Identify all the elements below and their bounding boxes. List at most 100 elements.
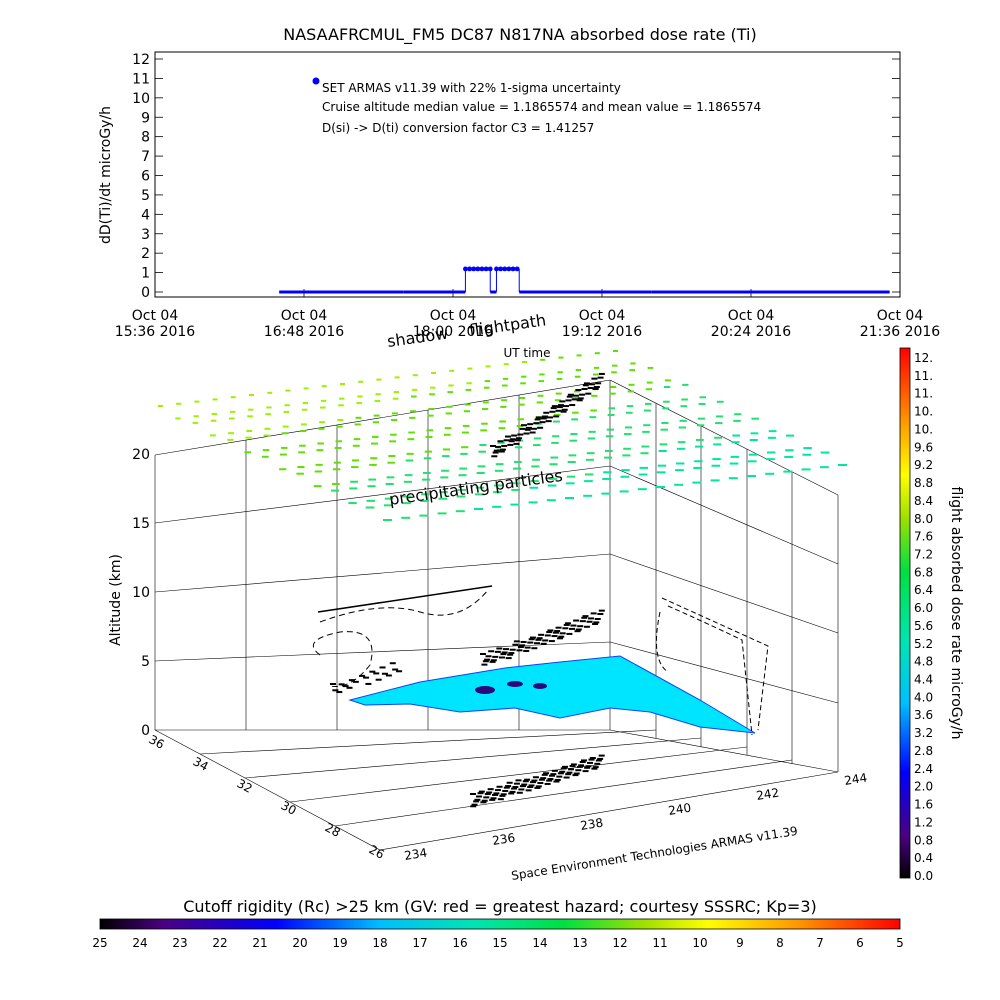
y-tick-label: 11 xyxy=(132,71,150,87)
particle-marker xyxy=(678,426,687,429)
longitude-tick-label: 240 xyxy=(667,801,692,818)
particle-marker xyxy=(494,469,503,472)
flightpath-marker xyxy=(342,685,349,688)
shadow-surface xyxy=(348,655,756,734)
particle-marker xyxy=(158,405,163,407)
flightpath-marker xyxy=(584,766,591,769)
x-tick-label-date: Oct 04 xyxy=(579,308,626,324)
particle-marker xyxy=(587,437,596,440)
flightpath-marker xyxy=(521,783,528,786)
particle-marker xyxy=(731,441,740,444)
flightpath-marker xyxy=(530,427,537,430)
particle-marker xyxy=(664,379,671,382)
x-tick-label-date: Oct 04 xyxy=(430,308,477,324)
rigidity-colorbar-tick-label: 5 xyxy=(896,936,904,950)
particle-marker xyxy=(584,473,594,476)
flightpath-marker xyxy=(504,435,511,438)
particle-marker xyxy=(765,472,775,475)
particle-marker xyxy=(315,463,323,466)
particle-marker xyxy=(697,417,705,420)
particle-marker xyxy=(664,386,671,389)
flightpath-marker xyxy=(363,676,370,679)
particle-marker xyxy=(711,464,721,467)
particle-marker xyxy=(500,405,507,408)
annotation-conversion-factor: D(si) -> D(ti) conversion factor C3 = 1.… xyxy=(322,121,594,135)
particle-marker xyxy=(555,392,562,395)
particle-marker xyxy=(463,410,471,413)
particle-marker xyxy=(588,430,596,433)
flightpath-marker xyxy=(593,386,600,389)
particle-marker xyxy=(571,418,579,421)
flightpath-marker xyxy=(470,805,477,808)
flightpath-marker xyxy=(496,647,503,650)
particle-marker xyxy=(429,393,435,396)
rigidity-colorbar-tick-label: 11 xyxy=(652,936,667,950)
particle-marker xyxy=(248,408,254,411)
flight-track-side-c xyxy=(655,611,669,673)
flightpath-marker xyxy=(544,782,551,785)
particle-marker xyxy=(502,384,508,387)
flightpath-marker xyxy=(582,615,589,618)
flightpath-marker xyxy=(585,765,592,768)
projection-curves xyxy=(312,585,769,736)
flightpath-marker xyxy=(373,672,380,675)
footer-credit: Space Environment Technologies ARMAS v11… xyxy=(510,824,798,883)
flightpath-marker xyxy=(552,631,559,634)
particle-marker xyxy=(556,377,563,380)
dose-colorbar-tick-label: 5.6 xyxy=(914,619,933,633)
particle-marker xyxy=(176,402,182,405)
particle-marker xyxy=(262,449,270,452)
flightpath-marker xyxy=(522,780,529,783)
particle-marker xyxy=(658,450,667,453)
back-top-edge xyxy=(154,379,611,456)
particle-marker xyxy=(314,470,323,473)
flightpath-marker xyxy=(508,792,515,795)
flightpath-marker xyxy=(583,625,590,628)
flightpath-marker xyxy=(561,408,568,411)
dose-colorbar-ticks: 12. 11. 11. 10. 10. 9.6 9.2 8.8 8.4 8.0 7.6 7.2 6.8 6… xyxy=(914,351,933,883)
flightpath-marker xyxy=(516,649,523,652)
particle-marker xyxy=(357,395,363,398)
particle-marker xyxy=(593,366,600,369)
flightpath-marker xyxy=(570,763,577,766)
particle-marker xyxy=(406,452,414,455)
grid-side-5 xyxy=(609,641,839,704)
particle-marker xyxy=(533,444,541,447)
particle-marker xyxy=(531,465,540,468)
latitude-tick-label: 28 xyxy=(323,820,343,840)
flightpath-marker xyxy=(541,415,548,418)
particle-marker xyxy=(455,510,465,513)
particle-marker xyxy=(372,421,380,424)
flightpath-marker xyxy=(554,630,561,633)
particle-marker xyxy=(693,466,702,469)
particle-marker xyxy=(442,455,450,458)
flightpath-marker xyxy=(534,418,541,421)
flightpath-marker xyxy=(570,624,577,627)
x-tick-label-date: Oct 04 xyxy=(728,308,775,324)
flightpath-marker xyxy=(574,630,581,633)
particle-marker xyxy=(313,485,322,488)
particle-marker xyxy=(610,385,617,388)
flightpath-marker xyxy=(381,672,388,675)
particle-marker xyxy=(355,416,362,419)
flightpath-marker xyxy=(553,780,560,783)
patch xyxy=(533,683,547,689)
particle-marker xyxy=(537,394,544,397)
flightpath-marker xyxy=(592,387,599,390)
particle-marker xyxy=(732,434,741,437)
particle-marker xyxy=(766,451,776,454)
particle-marker xyxy=(637,488,647,491)
series-point xyxy=(506,266,512,272)
flightpath-marker xyxy=(566,771,573,774)
dose-rate-series xyxy=(279,266,890,294)
particle-marker xyxy=(692,481,702,484)
particle-marker xyxy=(321,385,327,388)
flightpath-marker xyxy=(484,793,491,796)
particle-marker xyxy=(574,375,581,378)
particle-marker xyxy=(467,367,473,370)
flightpath-marker xyxy=(359,674,366,677)
particle-marker xyxy=(282,425,289,428)
particle-marker xyxy=(244,451,252,454)
particle-marker xyxy=(298,451,306,454)
